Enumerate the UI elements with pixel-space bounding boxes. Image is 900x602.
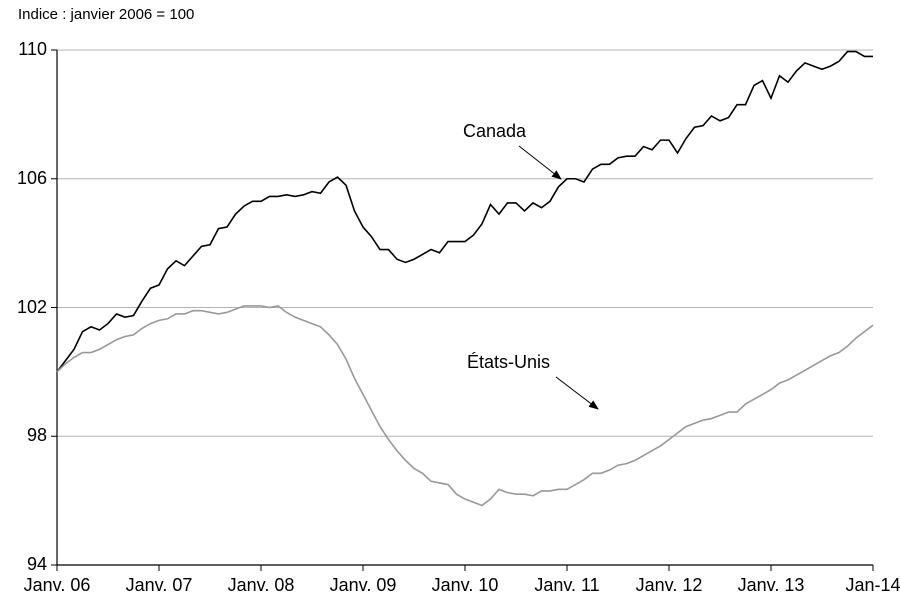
x-tick-label: Janv. 13 bbox=[738, 575, 805, 596]
y-tick-label: 102 bbox=[7, 297, 47, 318]
x-tick-label: Janv. 11 bbox=[534, 575, 599, 596]
x-tick-label: Janv. 08 bbox=[228, 575, 295, 596]
y-tick-label: 106 bbox=[7, 168, 47, 189]
arrow-États-Unis bbox=[556, 377, 598, 409]
x-tick-label: Janv. 09 bbox=[330, 575, 397, 596]
x-tick-label: Janv. 10 bbox=[432, 575, 499, 596]
arrow-Canada bbox=[519, 146, 561, 179]
y-tick-label: 94 bbox=[7, 554, 47, 575]
y-tick-label: 98 bbox=[7, 425, 47, 446]
y-tick-label: 110 bbox=[7, 39, 47, 60]
series-label-Canada: Canada bbox=[463, 121, 526, 142]
employment-index-chart bbox=[0, 0, 900, 602]
series-États-Unis bbox=[57, 306, 873, 506]
series-Canada bbox=[57, 52, 873, 372]
x-tick-label: Janv. 12 bbox=[636, 575, 703, 596]
series-label-États-Unis: États-Unis bbox=[467, 352, 550, 373]
x-tick-label: Jan-14 bbox=[845, 575, 900, 596]
x-tick-label: Janv. 07 bbox=[126, 575, 193, 596]
x-tick-label: Janv. 06 bbox=[24, 575, 91, 596]
